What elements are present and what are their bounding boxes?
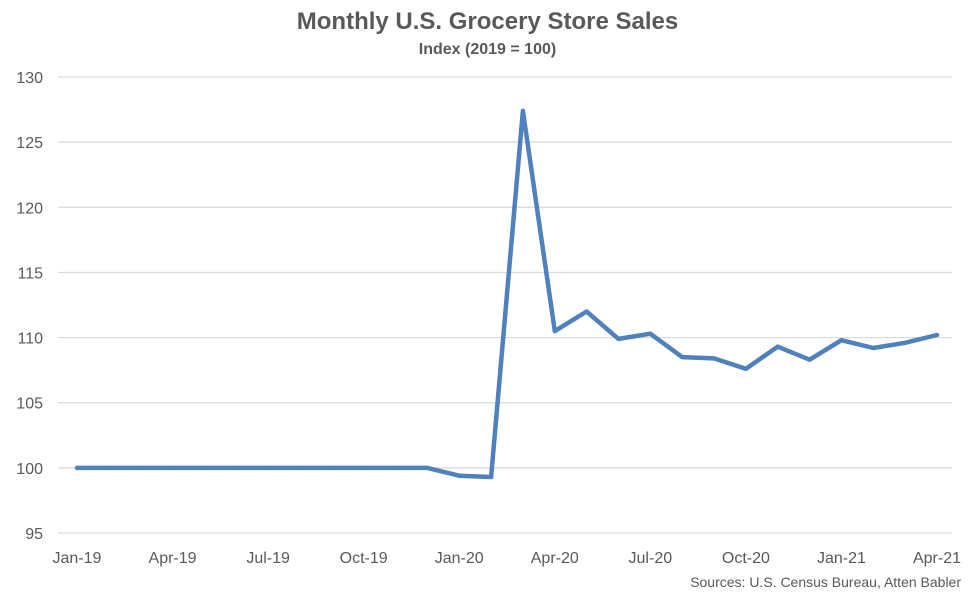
source-note: Sources: U.S. Census Bureau, Atten Bable…: [690, 574, 961, 590]
data-point: [266, 465, 271, 470]
data-point: [552, 329, 557, 334]
data-point: [170, 465, 175, 470]
data-point: [138, 465, 143, 470]
data-point: [297, 465, 302, 470]
y-axis-ticks: 95 100 105 110 115 120 125 130: [16, 70, 43, 543]
x-tick-label: Apr-21: [913, 550, 961, 567]
x-axis-ticks: Jan-19 Apr-19 Jul-19 Oct-19 Jan-20 Apr-20 Jul-…: [53, 550, 962, 567]
data-point: [234, 465, 239, 470]
y-tick-label: 115: [17, 265, 43, 282]
y-tick-label: 110: [17, 331, 43, 348]
data-point: [712, 356, 717, 361]
data-point: [106, 465, 111, 470]
data-point: [489, 474, 494, 479]
gridlines: [58, 76, 952, 534]
data-point: [839, 338, 844, 343]
series-line: [74, 108, 940, 480]
series-group: [74, 108, 940, 480]
y-tick-label: 130: [16, 70, 43, 87]
y-tick-label: 120: [16, 200, 43, 217]
data-point: [648, 331, 653, 336]
y-tick-label: 100: [16, 461, 43, 478]
data-point: [361, 465, 366, 470]
y-tick-label: 105: [16, 396, 43, 413]
y-tick-label: 125: [16, 135, 43, 152]
data-point: [935, 332, 939, 337]
data-point: [520, 108, 525, 113]
x-tick-label: Jan-19: [53, 550, 102, 567]
x-tick-label: Apr-19: [149, 550, 197, 567]
x-tick-label: Jan-20: [435, 550, 484, 567]
data-point: [393, 465, 398, 470]
x-tick-label: Jan-21: [817, 550, 866, 567]
chart-title: Monthly U.S. Grocery Store Sales: [296, 8, 679, 35]
data-point: [871, 345, 876, 350]
data-point: [329, 465, 334, 470]
data-point: [425, 465, 430, 470]
data-point: [680, 355, 685, 360]
data-point: [903, 340, 908, 345]
data-point: [775, 344, 780, 349]
data-point: [457, 473, 462, 478]
y-tick-label: 95: [25, 526, 43, 543]
x-tick-label: Apr-20: [531, 550, 579, 567]
data-point: [743, 366, 748, 371]
x-tick-label: Jul-20: [629, 550, 673, 567]
data-point: [75, 465, 79, 470]
chart-subtitle: Index (2019 = 100): [418, 41, 557, 58]
data-point: [202, 465, 207, 470]
x-tick-label: Oct-20: [722, 550, 770, 567]
data-point: [616, 336, 621, 341]
x-tick-label: Jul-19: [246, 550, 290, 567]
data-point: [584, 309, 589, 314]
data-point: [807, 357, 812, 362]
x-tick-label: Oct-19: [340, 550, 388, 567]
